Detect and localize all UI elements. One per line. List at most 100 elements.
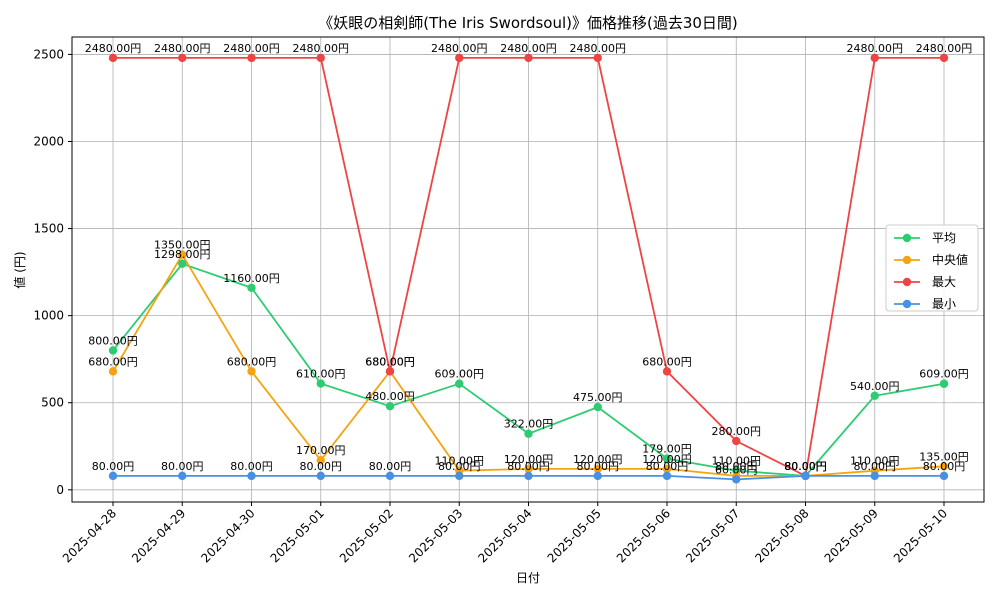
data-label: 80.00円 <box>784 460 827 473</box>
data-point <box>247 283 256 292</box>
data-point <box>178 250 187 259</box>
x-tick-label: 2025-05-01 <box>268 506 327 565</box>
data-label: 2480.00円 <box>85 42 142 55</box>
x-tick-label: 2025-05-02 <box>337 506 396 565</box>
data-label: 680.00円 <box>642 355 692 368</box>
x-tick-label: 2025-05-10 <box>891 506 950 565</box>
x-tick-label: 2025-05-09 <box>822 506 881 565</box>
data-label: 110.00円 <box>712 455 762 468</box>
data-label: 80.00円 <box>854 460 897 473</box>
y-tick-label: 0 <box>56 483 64 497</box>
data-point <box>593 402 602 412</box>
data-point <box>939 471 949 481</box>
y-tick-label: 2500 <box>33 47 64 61</box>
data-point <box>939 53 949 63</box>
chart-title: 《妖眼の相剣師(The Iris Swordsoul)》価格推移(過去30日間) <box>318 14 738 32</box>
data-label: 680.00円 <box>88 355 138 368</box>
data-label: 609.00円 <box>919 368 969 381</box>
y-tick-label: 500 <box>41 396 64 410</box>
data-point <box>316 379 325 388</box>
data-label: 1350.00円 <box>154 239 211 252</box>
data-point <box>732 436 741 446</box>
data-point <box>178 53 187 63</box>
data-label: 2480.00円 <box>431 42 488 55</box>
data-point <box>939 462 949 471</box>
legend-label: 中央値 <box>932 252 968 267</box>
data-point <box>524 53 533 63</box>
data-label: 60.00円 <box>715 463 758 476</box>
legend-label: 最小 <box>932 297 956 311</box>
data-label: 80.00円 <box>230 460 273 473</box>
data-label: 110.00円 <box>435 455 485 468</box>
data-point <box>870 391 879 400</box>
data-point <box>108 53 118 63</box>
data-point <box>316 471 325 481</box>
data-label: 2480.00円 <box>916 42 973 55</box>
x-tick-label: 2025-04-30 <box>198 506 257 565</box>
data-point <box>593 464 602 474</box>
data-point <box>385 402 395 411</box>
data-label: 80.00円 <box>300 460 343 473</box>
data-label: 120.00円 <box>504 453 554 466</box>
data-point <box>316 456 325 465</box>
data-label: 480.00円 <box>365 390 415 403</box>
data-label: 322.00円 <box>504 418 554 431</box>
data-label: 680.00円 <box>365 355 415 368</box>
data-point <box>732 475 741 484</box>
data-point <box>108 346 118 355</box>
data-point <box>247 367 256 376</box>
data-label: 80.00円 <box>646 460 689 473</box>
data-point <box>662 471 672 481</box>
data-point <box>385 471 395 481</box>
x-tick-label: 2025-05-07 <box>683 506 742 565</box>
data-point <box>662 464 672 474</box>
data-label: 800.00円 <box>88 334 138 347</box>
data-label: 80.00円 <box>715 460 758 473</box>
data-point <box>455 379 464 388</box>
legend-label: 最大 <box>932 275 956 289</box>
data-label: 2480.00円 <box>847 42 904 55</box>
data-label: 609.00円 <box>435 368 485 381</box>
data-label: 540.00円 <box>850 380 900 393</box>
data-label: 135.00円 <box>919 450 969 463</box>
data-label: 80.00円 <box>369 460 412 473</box>
data-label: 80.00円 <box>784 460 827 473</box>
data-label: 80.00円 <box>784 460 827 473</box>
data-point <box>247 471 256 481</box>
data-point <box>870 53 879 63</box>
y-axis: 0 500 1000 1500 2000 2500 <box>33 47 72 497</box>
legend-label: 平均 <box>932 231 956 245</box>
data-point <box>108 367 118 376</box>
data-label: 475.00円 <box>573 391 623 404</box>
y-axis-label: 値 (円) <box>12 251 27 288</box>
y-tick-label: 1000 <box>33 309 64 323</box>
data-label: 80.00円 <box>92 460 135 473</box>
data-point <box>593 471 602 481</box>
data-label: 1298.00円 <box>154 248 211 261</box>
data-point <box>870 471 879 481</box>
data-label: 80.00円 <box>577 460 620 473</box>
data-label: 80.00円 <box>784 460 827 473</box>
legend-marker <box>902 233 912 243</box>
data-point <box>593 53 602 63</box>
data-label: 680.00円 <box>365 355 415 368</box>
y-tick-label: 1500 <box>33 222 64 236</box>
data-point <box>939 379 949 388</box>
data-label: 2480.00円 <box>570 42 627 55</box>
data-point <box>385 367 395 376</box>
legend-marker <box>902 299 912 309</box>
data-point <box>801 471 810 481</box>
data-label: 1160.00円 <box>223 272 280 285</box>
data-label: 2480.00円 <box>500 42 557 55</box>
data-label: 80.00円 <box>438 460 481 473</box>
x-tick-label: 2025-05-08 <box>752 506 811 565</box>
data-point <box>662 367 672 376</box>
data-label: 179.00円 <box>642 443 692 456</box>
x-tick-label: 2025-05-06 <box>614 506 673 565</box>
data-point <box>455 53 464 63</box>
x-tick-label: 2025-05-04 <box>475 506 534 565</box>
legend-marker <box>902 255 912 265</box>
